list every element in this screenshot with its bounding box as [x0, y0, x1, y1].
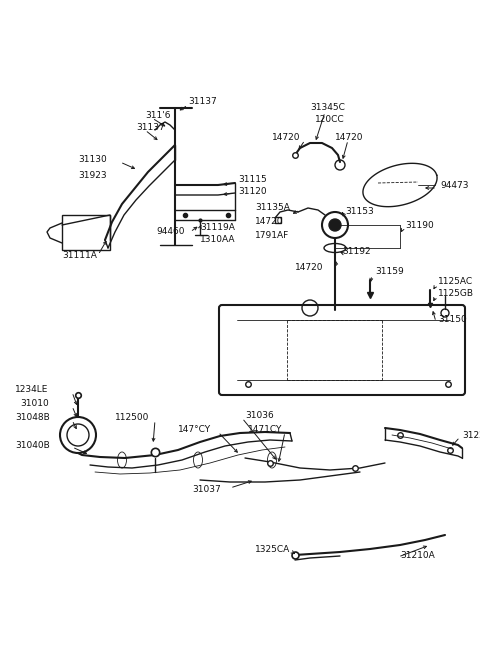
Text: 31192: 31192 [342, 248, 371, 256]
Text: 31190: 31190 [405, 221, 434, 229]
Text: 31159: 31159 [375, 267, 404, 277]
Text: 31048B: 31048B [15, 413, 50, 422]
Text: 14720: 14720 [272, 133, 300, 141]
Text: 31137: 31137 [136, 124, 165, 133]
Text: 1125GB: 1125GB [438, 290, 474, 298]
Text: 31036: 31036 [245, 411, 274, 420]
Text: 147°CY: 147°CY [178, 426, 211, 434]
Text: 31153: 31153 [345, 208, 374, 217]
Text: 14720: 14720 [295, 263, 324, 273]
Text: 112500: 112500 [115, 413, 149, 422]
Circle shape [329, 219, 341, 231]
Text: 31040B: 31040B [15, 440, 50, 449]
Text: 31119A: 31119A [200, 223, 235, 233]
Text: 31923: 31923 [78, 171, 107, 179]
Text: 1471CY: 1471CY [248, 426, 282, 434]
Text: 14720: 14720 [255, 217, 284, 227]
Text: 120CC: 120CC [315, 116, 345, 124]
Text: 31130: 31130 [78, 156, 107, 164]
Text: 1234LE: 1234LE [15, 386, 48, 394]
Text: 14720: 14720 [335, 133, 363, 141]
Text: 311'6: 311'6 [145, 112, 170, 120]
Text: 31210A: 31210A [400, 551, 435, 560]
Text: 94473: 94473 [440, 181, 468, 189]
Text: 1310AA: 1310AA [200, 235, 236, 244]
Text: 31037: 31037 [192, 486, 221, 495]
Text: 1325CA: 1325CA [255, 545, 290, 555]
Text: 31120: 31120 [238, 187, 266, 196]
Text: 31220B: 31220B [462, 430, 480, 440]
Text: 94460: 94460 [156, 227, 184, 237]
Text: 31115: 31115 [238, 175, 267, 185]
Text: 31111A: 31111A [62, 250, 97, 260]
Text: 1791AF: 1791AF [255, 231, 289, 240]
Text: 31010: 31010 [20, 399, 49, 409]
Text: 31135A: 31135A [255, 204, 290, 212]
Text: 31345C: 31345C [310, 104, 345, 112]
Text: 1125AC: 1125AC [438, 277, 473, 286]
Text: 31137: 31137 [188, 97, 217, 106]
Text: 31150: 31150 [438, 315, 467, 325]
Bar [62, 215, 110, 250]
